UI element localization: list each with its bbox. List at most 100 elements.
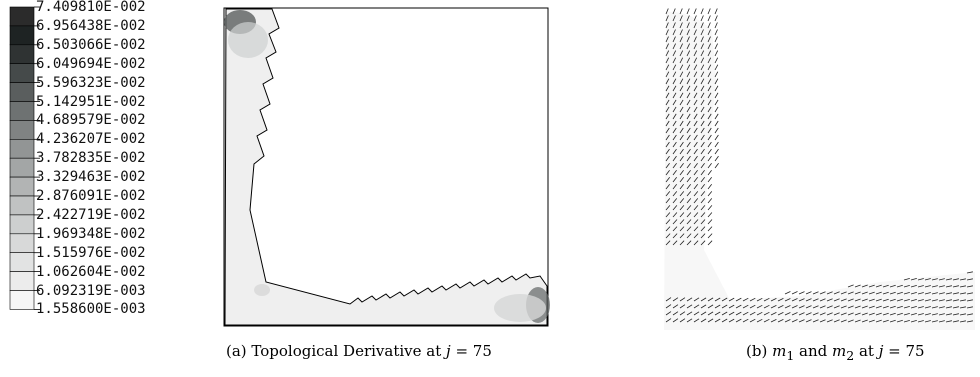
vector-arrow (693, 304, 700, 309)
vector-arrow (693, 113, 698, 120)
vector-arrow (700, 212, 706, 218)
vector-arrow (686, 318, 693, 323)
vector-arrow (679, 127, 684, 134)
vector-arrow (756, 297, 763, 302)
vector-arrow (868, 298, 875, 302)
vector-arrow (693, 43, 697, 50)
vector-arrow (679, 191, 685, 197)
vector-arrow (959, 278, 966, 281)
vector-arrow (672, 134, 677, 141)
vector-arrow (714, 71, 719, 78)
caption-b-value: = 75 (883, 342, 925, 360)
vector-arrow (707, 233, 713, 239)
vector-arrow (679, 120, 684, 127)
vector-arrow (714, 64, 719, 71)
vector-arrow (938, 299, 945, 302)
vector-arrow (679, 78, 684, 85)
vector-arrow (686, 212, 692, 218)
vector-arrow (903, 292, 910, 295)
vector-arrow (707, 148, 712, 155)
legend-swatch (9, 271, 35, 291)
vector-arrow (861, 291, 868, 295)
vector-arrow (665, 64, 670, 71)
vector-arrow (679, 219, 685, 225)
vector-arrow (693, 162, 698, 169)
legend-label: 6.956438E-002 (36, 17, 146, 34)
vector-arrow (728, 318, 735, 323)
vector-arrow (686, 22, 690, 29)
vector-arrow (672, 15, 676, 22)
vector-arrow (735, 304, 742, 309)
vector-arrow (847, 298, 854, 302)
vector-arrow (693, 191, 699, 197)
vector-arrow (966, 320, 973, 323)
legend-label: 1.969348E-002 (36, 225, 146, 242)
vector-arrow (952, 320, 959, 323)
vector-arrow (707, 71, 712, 78)
caption-b-sub1: 1 (786, 348, 795, 363)
vector-arrow (686, 155, 691, 162)
vector-arrow (665, 219, 671, 225)
vector-arrow (707, 22, 711, 29)
vector-arrow (665, 304, 672, 309)
vector-arrow (679, 148, 684, 155)
vector-arrow (889, 298, 896, 302)
vector-arrow (707, 106, 712, 113)
vector-arrow (861, 284, 868, 288)
vector-arrow (665, 141, 670, 148)
vector-arrow (700, 155, 705, 162)
legend-label: 3.782835E-002 (36, 150, 146, 167)
legend-swatch (9, 233, 35, 254)
vector-arrow (693, 155, 698, 162)
vector-arrow (686, 226, 692, 232)
vector-arrow (854, 298, 861, 302)
vector-arrow (966, 271, 973, 274)
vector-arrow (665, 15, 669, 22)
vector-arrow (679, 92, 684, 99)
vector-arrow (791, 291, 798, 295)
vector-arrow (700, 219, 706, 225)
vector-arrow (791, 305, 798, 309)
vector-arrow (784, 305, 791, 309)
legend-label: 5.142951E-002 (36, 93, 146, 110)
vector-arrow (896, 319, 903, 323)
vector-arrow (707, 240, 713, 246)
vector-arrow (686, 64, 691, 71)
legend-swatch (9, 63, 35, 83)
vector-arrow (714, 22, 718, 29)
vector-arrow (924, 285, 931, 288)
vector-arrow (875, 312, 882, 316)
vector-arrow (672, 169, 677, 176)
vector-arrow (665, 78, 670, 85)
vector-arrow (672, 78, 677, 85)
vector-arrow (707, 85, 712, 92)
vector-arrow (700, 177, 706, 183)
vector-arrow (791, 312, 798, 316)
vector-arrow (700, 297, 707, 302)
vector-arrow (924, 299, 931, 302)
vector-arrow (700, 205, 706, 211)
vector-arrow (693, 120, 698, 127)
vector-arrow (735, 311, 742, 316)
vector-arrow (938, 320, 945, 323)
vector-arrow (819, 319, 826, 323)
vector-arrow (707, 311, 714, 316)
vector-arrow (847, 312, 854, 316)
vector-arrow (714, 162, 719, 169)
vector-arrow (686, 191, 692, 197)
vector-arrow (693, 318, 700, 323)
vector-arrow (686, 99, 691, 106)
vector-arrow (861, 312, 868, 316)
vector-arrow (679, 22, 683, 29)
legend-swatch (9, 44, 35, 64)
vector-arrow (679, 184, 685, 190)
vector-arrow (952, 278, 959, 281)
vector-arrow (728, 304, 735, 309)
vector-arrow (847, 291, 854, 295)
vector-arrow (714, 99, 719, 106)
legend-label: 5.596323E-002 (36, 74, 146, 91)
vector-arrow (707, 8, 711, 15)
vector-arrow (903, 285, 910, 288)
vector-arrow (672, 120, 677, 127)
vector-arrow (686, 29, 690, 36)
